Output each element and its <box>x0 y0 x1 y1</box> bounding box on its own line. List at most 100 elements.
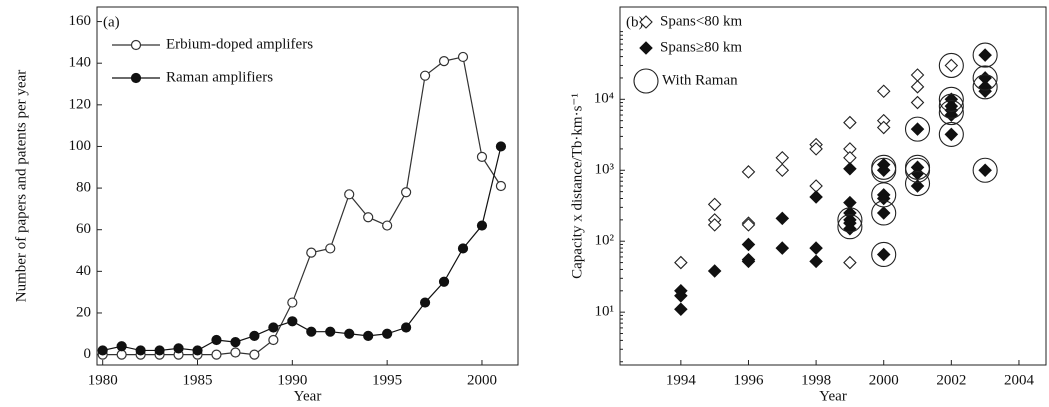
data-point <box>476 220 488 231</box>
y-tick-label: 60 <box>76 221 91 237</box>
y-tick-label: 40 <box>76 263 91 279</box>
data-point <box>438 56 450 67</box>
y-tick-label: 10² <box>595 233 615 249</box>
data-point <box>419 70 431 81</box>
y-tick-label: 80 <box>76 180 91 196</box>
x-tick-label: 1985 <box>183 372 213 388</box>
data-point <box>97 345 108 356</box>
data-point <box>741 254 756 269</box>
raman-circle <box>938 93 964 119</box>
y-axis-label: Number of papers and patents per year <box>13 70 29 302</box>
data-point <box>154 345 165 356</box>
panel-label: (b) <box>626 14 644 30</box>
data-point <box>363 212 374 223</box>
data-point <box>978 163 992 178</box>
data-point <box>287 297 298 308</box>
data-point <box>674 289 688 303</box>
data-point <box>438 276 450 287</box>
data-point <box>707 218 722 232</box>
data-point <box>910 122 925 136</box>
legend-marker <box>639 15 653 29</box>
raman-circle <box>871 157 897 183</box>
data-point <box>843 150 857 165</box>
x-tick-label: 1996 <box>733 372 764 388</box>
data-point <box>116 349 127 360</box>
data-point <box>230 347 241 358</box>
legend-label: With Raman <box>662 72 738 88</box>
data-point <box>401 187 412 198</box>
data-point <box>843 115 857 130</box>
data-point <box>674 302 688 317</box>
raman-circle <box>904 157 931 183</box>
legend-label: Spans≥80 km <box>660 39 742 55</box>
data-point <box>249 330 260 341</box>
data-point <box>674 255 688 270</box>
x-axis-label: Year <box>819 388 847 404</box>
raman-circle <box>972 65 998 91</box>
raman-circle <box>837 214 863 240</box>
data-point <box>876 163 891 178</box>
x-tick-label: 2004 <box>1004 372 1035 388</box>
raman-circle <box>871 182 897 208</box>
y-tick-label: 20 <box>76 304 91 320</box>
data-point <box>809 241 823 255</box>
data-point <box>775 211 790 226</box>
data-point <box>843 255 857 270</box>
legend-marker <box>130 72 142 84</box>
data-point <box>944 127 959 142</box>
data-point <box>809 254 823 269</box>
y-tick-label: 10³ <box>595 162 615 178</box>
data-point <box>910 95 925 110</box>
x-tick-label: 1980 <box>88 372 118 388</box>
raman-circle <box>972 74 998 100</box>
data-point <box>741 237 756 252</box>
y-tick-label: 140 <box>69 55 92 71</box>
data-point <box>843 221 857 236</box>
raman-circle <box>871 200 897 226</box>
data-point <box>944 58 959 73</box>
data-point <box>707 264 722 278</box>
raman-circle <box>871 241 897 268</box>
raman-circle <box>837 207 863 233</box>
y-tick-label: 120 <box>69 96 92 112</box>
legend-label: Raman amplifiers <box>166 69 273 85</box>
data-point <box>382 220 393 231</box>
series-line <box>102 146 502 352</box>
raman-circle <box>972 42 998 68</box>
legend-marker <box>130 39 142 51</box>
y-tick-label: 0 <box>84 346 92 362</box>
data-point <box>363 330 374 341</box>
data-point <box>775 163 790 178</box>
legend-label: Erbium-doped amplifers <box>166 36 313 52</box>
data-point <box>876 120 891 135</box>
panel-label: (a) <box>103 14 120 30</box>
data-point <box>344 328 355 339</box>
data-point <box>325 243 336 254</box>
data-point <box>211 334 222 346</box>
x-tick-label: 2002 <box>936 372 966 388</box>
data-point <box>741 218 756 232</box>
data-point <box>876 247 891 262</box>
raman-circle <box>972 157 998 183</box>
raman-circle <box>938 52 964 79</box>
data-point <box>775 150 790 165</box>
x-tick-label: 1998 <box>801 372 831 388</box>
data-point <box>876 206 891 220</box>
data-point <box>230 337 241 348</box>
x-axis-label: Year <box>294 388 322 404</box>
data-point <box>192 345 203 356</box>
y-tick-label: 100 <box>69 138 92 154</box>
x-tick-label: 1990 <box>277 372 307 388</box>
data-point <box>741 165 756 179</box>
raman-circle <box>938 100 964 126</box>
data-point <box>344 189 355 200</box>
data-point <box>382 328 393 339</box>
data-point <box>116 341 127 352</box>
data-point <box>268 334 279 346</box>
data-point <box>306 247 317 258</box>
data-point <box>495 180 507 192</box>
data-point <box>809 142 823 156</box>
data-point <box>268 322 279 333</box>
data-point <box>843 161 857 176</box>
data-point <box>910 68 925 82</box>
